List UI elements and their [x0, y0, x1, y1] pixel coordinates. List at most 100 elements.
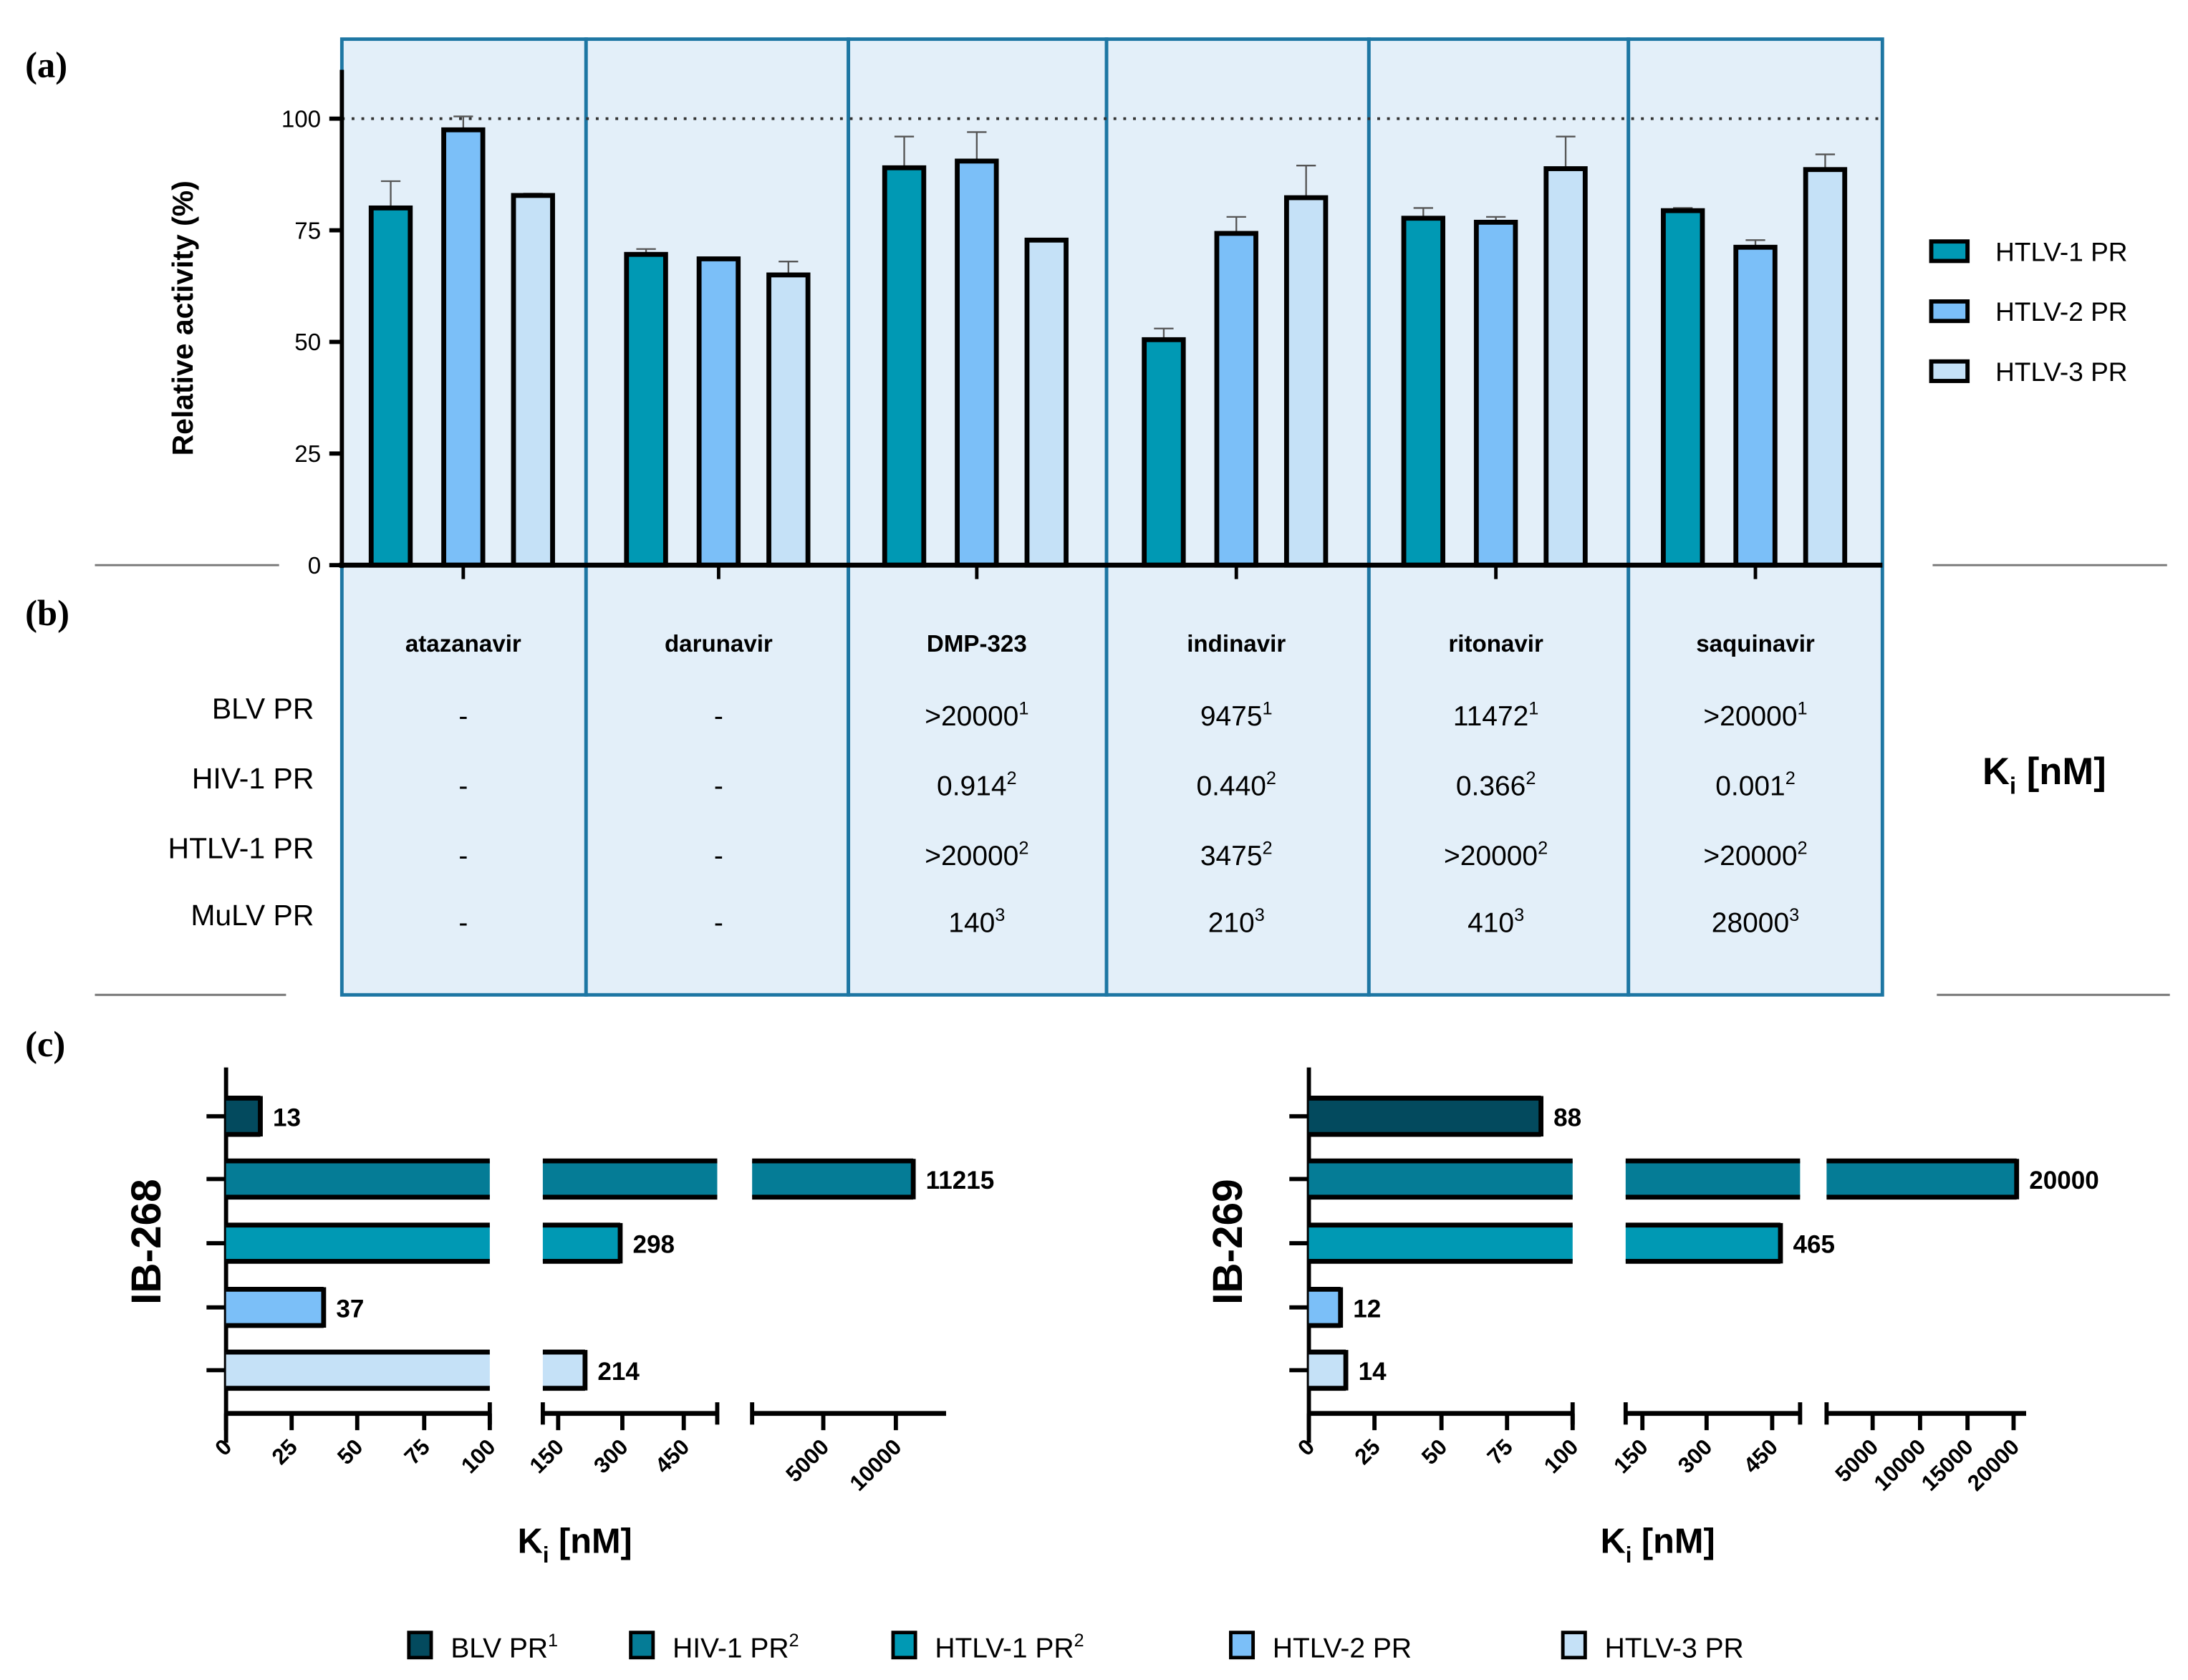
legend-label: HTLV-2 PR — [1273, 1633, 1412, 1664]
bar-htlv-3-pr — [1024, 237, 1069, 568]
bar-fill — [226, 1225, 490, 1262]
y-axis-title: IB-269 — [1205, 1179, 1251, 1304]
legend-label-sup: 1 — [548, 1631, 558, 1651]
cell-reference: 2 — [1018, 838, 1028, 858]
cell-value: - — [458, 771, 468, 802]
y-tick-label: 100 — [281, 106, 321, 132]
x-tick-label: 100 — [1539, 1434, 1584, 1479]
column-header: darunavir — [665, 631, 773, 657]
ki-unit-label: Ki [nM] — [1982, 750, 2106, 800]
x-axis-title-part: [nM] — [1632, 1522, 1715, 1561]
x-axis-title-part: K — [1601, 1522, 1626, 1561]
cell-value: - — [714, 771, 723, 802]
bar-htlv-1-pr — [882, 165, 927, 568]
cell-reference: 1 — [1528, 699, 1538, 719]
bar-fill — [226, 1352, 490, 1389]
x-tick-label: 450 — [1739, 1434, 1783, 1479]
row-label: HTLV-1 PR — [168, 831, 314, 864]
legend-swatch — [1229, 1631, 1256, 1660]
drug-panels — [339, 37, 1884, 997]
cell-value: 0.366 — [1456, 771, 1526, 802]
bar-htlv-2-pr — [1214, 231, 1258, 568]
legend-swatch — [1561, 1631, 1587, 1660]
cell-reference: 2 — [1266, 768, 1276, 788]
x-tick-label: 150 — [525, 1434, 569, 1479]
cell-reference: 3 — [995, 905, 1005, 925]
cell-reference: 3 — [1255, 905, 1265, 925]
x-tick-label: 75 — [1483, 1434, 1518, 1469]
x-tick-label: 0 — [210, 1434, 236, 1461]
legend-label-text: BLV PR — [450, 1633, 548, 1664]
cell-value: 9475 — [1200, 701, 1263, 732]
x-axis-title-part: [nM] — [549, 1522, 632, 1561]
y-axis-title: Relative activity (%) — [166, 180, 199, 455]
legend-label: HTLV-2 PR — [1995, 296, 2127, 327]
value-label: 298 — [632, 1231, 675, 1259]
cell-value: 140 — [948, 908, 995, 939]
value-label: 20000 — [2029, 1167, 2099, 1194]
x-tick-label: 20000 — [1962, 1434, 2024, 1496]
bar-fill — [1309, 1289, 1341, 1326]
table-cell: 94751 — [1200, 699, 1273, 733]
legend-label: HTLV-1 PR2 — [935, 1631, 1084, 1664]
cell-reference: 2 — [1538, 838, 1548, 858]
cell-reference: 2 — [1785, 768, 1796, 788]
value-label: 13 — [273, 1104, 301, 1131]
row-label: BLV PR — [212, 692, 314, 725]
cell-reference: 2 — [1263, 838, 1273, 858]
cell-value: 0.914 — [937, 771, 1006, 802]
x-axis-title: Ki [nM] — [1601, 1522, 1715, 1568]
table-cell: - — [458, 701, 468, 732]
y-tick-label: 0 — [308, 553, 321, 579]
value-label: 88 — [1553, 1104, 1581, 1131]
table-cell: >200002 — [925, 838, 1028, 872]
bar-fill — [542, 1352, 585, 1389]
cell-value: - — [458, 701, 468, 732]
cell-value: 3475 — [1200, 841, 1263, 872]
bar-fill — [542, 1225, 620, 1262]
cell-value: - — [714, 841, 723, 872]
table-cell: >200001 — [1703, 699, 1807, 733]
bar-htlv-3-pr — [1803, 167, 1848, 568]
bar-htlv-1-pr — [368, 205, 413, 568]
x-tick-label: 300 — [589, 1434, 633, 1479]
table-cell: - — [458, 841, 468, 872]
table-cell: - — [714, 908, 723, 939]
table-cell: 2103 — [1208, 905, 1265, 939]
cell-value: 28000 — [1712, 908, 1789, 939]
cell-reference: 2 — [1798, 838, 1808, 858]
legend-label: BLV PR1 — [450, 1631, 558, 1664]
bar-htlv-2-pr — [696, 256, 741, 568]
value-label: 12 — [1353, 1295, 1381, 1323]
table-cell: 4103 — [1467, 905, 1524, 939]
table-cell: 280003 — [1712, 905, 1799, 939]
cell-reference: 1 — [1263, 699, 1273, 719]
x-tick-label: 150 — [1609, 1434, 1653, 1479]
x-axis-title: Ki [nM] — [518, 1522, 632, 1568]
value-label: 37 — [336, 1295, 364, 1323]
x-tick-label: 10000 — [845, 1434, 907, 1496]
cell-value: 0.001 — [1715, 771, 1785, 802]
bar-fill — [1309, 1352, 1346, 1389]
legend-label: HTLV-3 PR — [1605, 1633, 1744, 1664]
bar-htlv-3-pr — [1543, 166, 1588, 568]
legend-label-text: HTLV-1 PR — [935, 1633, 1074, 1664]
cell-value: >20000 — [925, 701, 1018, 732]
legend-label: HIV-1 PR2 — [673, 1631, 799, 1664]
bar-fill — [1309, 1161, 1573, 1197]
table-cell: - — [458, 908, 468, 939]
value-label: 465 — [1793, 1231, 1835, 1259]
legend-swatch — [407, 1631, 433, 1660]
ib268-bar-chart: 13 11215 298 37 214 0 25 50 75 100 150 300 450 5000 10… — [123, 1067, 994, 1568]
legend-label: HTLV-3 PR — [1995, 357, 2127, 387]
legend-label-text: HTLV-2 PR — [1273, 1633, 1412, 1664]
table-cell: 1403 — [948, 905, 1005, 939]
cell-value: - — [458, 841, 468, 872]
table-cell: 0.3662 — [1456, 768, 1536, 802]
bar-htlv-3-pr — [511, 193, 555, 568]
x-tick-label: 300 — [1673, 1434, 1717, 1479]
cell-value: 210 — [1208, 908, 1255, 939]
column-header: atazanavir — [405, 631, 521, 657]
ki-unit-part: i — [2010, 773, 2016, 800]
